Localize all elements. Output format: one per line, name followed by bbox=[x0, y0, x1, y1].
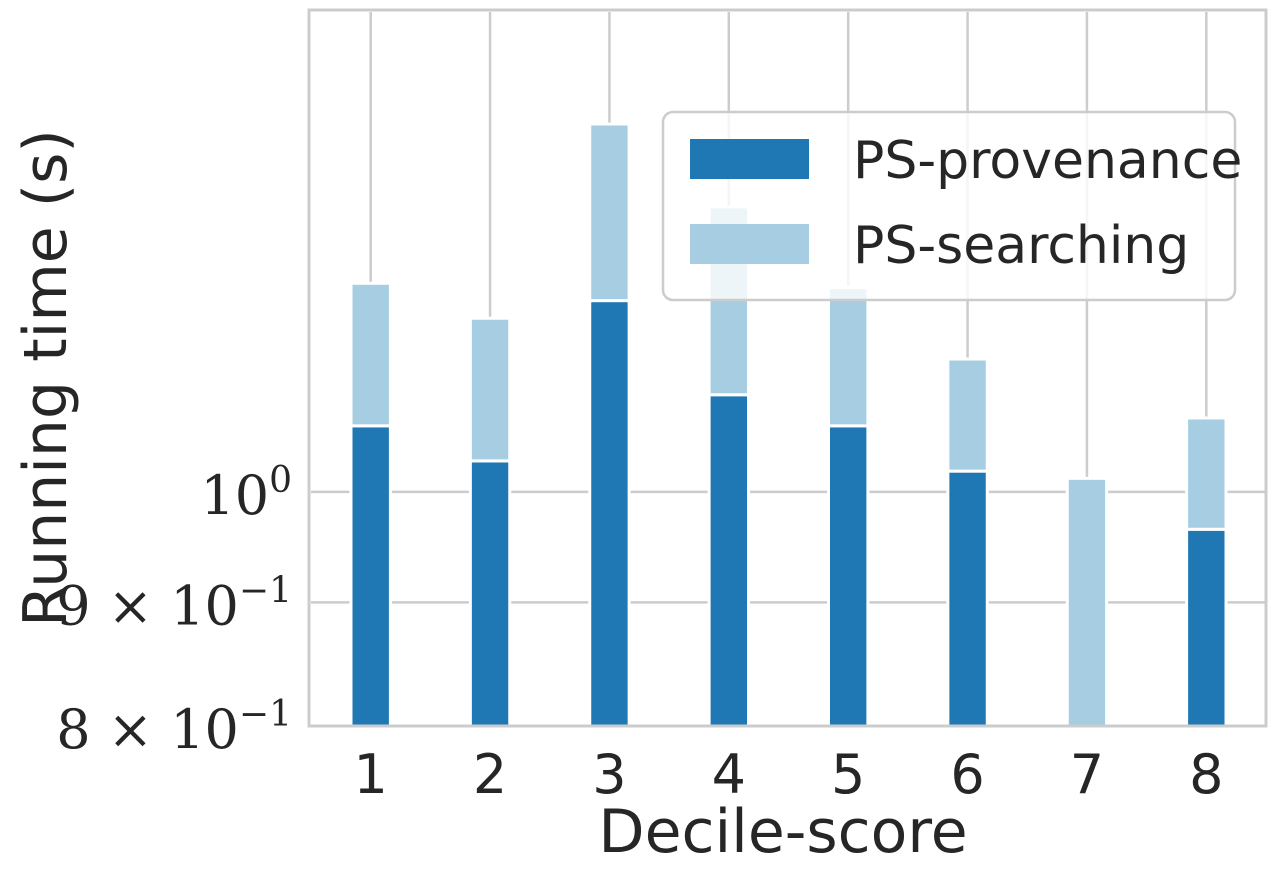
x-tick-label: 1 bbox=[354, 743, 388, 806]
bar-ps-searching-2 bbox=[468, 316, 512, 463]
legend-label-ps-searching: PS-searching bbox=[853, 216, 1189, 276]
y-tick-label: 100 bbox=[200, 460, 292, 527]
legend-label-ps-provenance: PS-provenance bbox=[853, 131, 1242, 191]
y-tick-labels: 8 × 10−1 9 × 10−1 100 bbox=[56, 460, 292, 761]
bar-ps-provenance-4 bbox=[707, 393, 751, 728]
legend-swatch-ps-searching bbox=[690, 224, 809, 264]
bar-ps-searching-6 bbox=[946, 357, 989, 473]
x-axis-label: Decile-score bbox=[598, 797, 967, 867]
bar-ps-provenance-2 bbox=[468, 459, 512, 728]
x-tick-label: 2 bbox=[473, 743, 507, 806]
x-tick-label: 8 bbox=[1189, 743, 1223, 806]
legend: PS-provenance PS-searching bbox=[661, 110, 1242, 302]
y-axis-label: Running time (s) bbox=[11, 129, 81, 627]
x-tick-labels: 1 2 3 4 5 6 7 8 bbox=[354, 743, 1224, 806]
bar-ps-provenance-5 bbox=[826, 424, 870, 728]
bars-layer bbox=[349, 122, 1228, 728]
y-tick-label: 9 × 10−1 bbox=[56, 570, 292, 637]
bar-ps-provenance-3 bbox=[588, 299, 631, 728]
legend-swatch-ps-provenance bbox=[690, 139, 809, 179]
x-tick-label: 4 bbox=[712, 743, 746, 806]
x-tick-label: 6 bbox=[950, 743, 984, 806]
x-tick-label: 7 bbox=[1070, 743, 1104, 806]
bar-ps-provenance-1 bbox=[349, 424, 392, 728]
bar-ps-provenance-8 bbox=[1185, 527, 1228, 728]
x-tick-label: 5 bbox=[831, 743, 865, 806]
plot-frame bbox=[307, 8, 1268, 728]
bar-ps-searching-1 bbox=[349, 281, 392, 428]
bar-ps-searching-5 bbox=[826, 286, 870, 428]
bar-ps-provenance-6 bbox=[946, 469, 989, 728]
y-tick-label: 8 × 10−1 bbox=[56, 694, 292, 761]
bar-ps-searching-7 bbox=[1065, 476, 1109, 728]
bar-ps-searching-8 bbox=[1185, 416, 1228, 531]
x-tick-label: 3 bbox=[592, 743, 626, 806]
bar-ps-searching-3 bbox=[588, 122, 631, 303]
